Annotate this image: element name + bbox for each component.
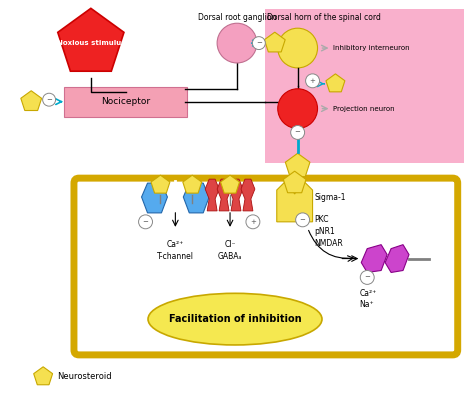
Polygon shape (217, 179, 231, 211)
Text: NMDAR: NMDAR (315, 239, 343, 248)
FancyBboxPatch shape (64, 87, 187, 117)
Polygon shape (58, 8, 124, 71)
Circle shape (291, 126, 305, 139)
Polygon shape (151, 175, 170, 193)
Polygon shape (241, 179, 255, 211)
Circle shape (360, 271, 374, 284)
Text: Dorsal root ganglion: Dorsal root ganglion (198, 13, 276, 22)
Text: Noxious stimulus: Noxious stimulus (56, 40, 125, 46)
Text: GABAₐ: GABAₐ (218, 252, 242, 261)
Circle shape (43, 93, 55, 106)
Text: pNR1: pNR1 (315, 227, 335, 236)
Circle shape (246, 215, 260, 229)
Polygon shape (285, 153, 310, 177)
Polygon shape (220, 175, 239, 193)
Polygon shape (283, 171, 306, 193)
Text: Projection neuron: Projection neuron (333, 105, 395, 112)
Circle shape (278, 28, 318, 68)
Polygon shape (277, 180, 312, 222)
Text: Cl⁻: Cl⁻ (224, 240, 236, 249)
Text: −: − (143, 219, 148, 225)
Text: Ca²⁺: Ca²⁺ (359, 290, 376, 298)
Text: Facilitation of inhibition: Facilitation of inhibition (169, 314, 301, 324)
Text: Dorsal horn of the spinal cord: Dorsal horn of the spinal cord (267, 13, 381, 22)
Polygon shape (385, 245, 409, 273)
Polygon shape (326, 74, 345, 92)
Text: −: − (295, 130, 301, 135)
Polygon shape (361, 245, 387, 273)
Polygon shape (21, 91, 42, 111)
Text: −: − (46, 97, 52, 103)
Text: Inhibitory interneuron: Inhibitory interneuron (333, 45, 410, 51)
Text: Sigma-1: Sigma-1 (315, 194, 346, 203)
Text: −: − (365, 275, 370, 280)
Circle shape (217, 23, 257, 63)
Polygon shape (264, 32, 285, 52)
Ellipse shape (148, 293, 322, 345)
Text: Neurosteroid: Neurosteroid (57, 372, 112, 381)
Text: +: + (250, 219, 256, 225)
Text: PKC: PKC (315, 215, 329, 224)
Circle shape (278, 89, 318, 128)
FancyBboxPatch shape (74, 178, 458, 355)
Text: Ca²⁺: Ca²⁺ (167, 240, 184, 249)
Text: −: − (256, 40, 262, 46)
Circle shape (296, 213, 310, 227)
Polygon shape (183, 175, 202, 193)
Text: +: + (310, 78, 316, 84)
Text: Na⁺: Na⁺ (359, 300, 374, 309)
Text: T-channel: T-channel (157, 252, 194, 261)
Polygon shape (142, 183, 167, 213)
Text: −: − (300, 217, 306, 223)
Circle shape (138, 215, 153, 229)
Polygon shape (229, 179, 243, 211)
Polygon shape (34, 367, 53, 385)
Circle shape (306, 74, 319, 88)
FancyBboxPatch shape (265, 9, 464, 163)
Polygon shape (183, 183, 209, 213)
Circle shape (253, 37, 265, 49)
Polygon shape (205, 179, 219, 211)
Text: Nociceptor: Nociceptor (101, 97, 150, 106)
